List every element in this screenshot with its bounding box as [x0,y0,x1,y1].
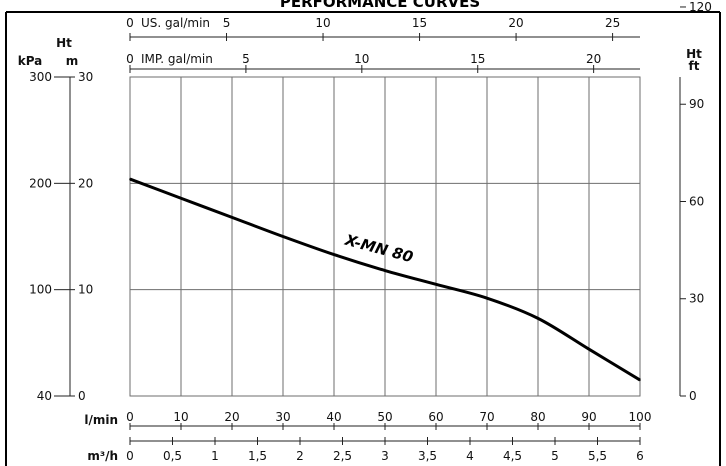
frame-layer [5,11,721,466]
us-gal-tick-label: 15 [412,16,427,30]
series-point [129,178,131,180]
m-tick-label: 30 [78,70,93,84]
m3h-tick-label: 2,5 [333,449,352,463]
series-point [537,317,539,320]
ft-tick-label: 0 [689,389,697,403]
m3h-tick-label: 5,5 [588,449,607,463]
lmin-tick-label: 80 [530,410,545,424]
m-tick-label: 20 [78,176,93,190]
m-axis-group-label: Ht [56,36,72,50]
us-gal-axis-label: US. gal/min [141,16,210,30]
lmin-tick-label: 50 [377,410,392,424]
m-tick-label: 10 [78,283,93,297]
m-tick-label: 0 [78,389,86,403]
m3h-tick-label: 6 [636,449,644,463]
m3h-tick-label: 3 [381,449,389,463]
lmin-tick-label: 20 [224,410,239,424]
m3h-tick-label: 1,5 [248,449,267,463]
us-gal-tick-label: 10 [315,16,330,30]
us-gal-tick-label: 25 [605,16,620,30]
series-point [588,348,590,351]
kpa-tick-label: 300 [29,70,52,84]
lmin-tick-label: 30 [275,410,290,424]
kpa-tick-label: 100 [29,283,52,297]
kpa-tick-label: 40 [37,389,52,403]
m3h-tick-label: 0 [126,449,134,463]
series-point [639,379,641,381]
kpa-axis-label: kPa [18,54,43,68]
us-gal-tick-label: 5 [223,16,231,30]
imp-gal-tick-label: 5 [242,52,250,66]
us-gal-tick-label: 0 [126,16,134,30]
imp-gal-tick-label: 10 [354,52,369,66]
grid-layer [129,76,641,397]
m3h-tick-label: 3,5 [418,449,437,463]
series-point [282,235,284,238]
ft-tick-label: 120 [689,0,712,14]
series-point [435,283,437,286]
chart-title: PERFORMANCE CURVES [280,0,480,11]
lmin-tick-label: 0 [126,410,134,424]
m-axis-label: m [66,54,79,68]
m3h-tick-label: 5 [551,449,559,463]
ft-tick-label: 60 [689,194,704,208]
imp-gal-tick-label: 0 [126,52,134,66]
lmin-tick-label: 70 [479,410,494,424]
series-point [180,197,182,200]
lmin-tick-label: 60 [428,410,443,424]
series-point [231,216,233,219]
series-point [486,297,488,299]
lmin-tick-label: 90 [581,410,596,424]
lmin-axis-label: l/min [84,413,118,427]
m3h-tick-label: 4,5 [503,449,522,463]
m3h-tick-label: 0,5 [163,449,182,463]
kpa-tick-label: 200 [29,176,52,190]
imp-gal-tick-label: 15 [470,52,485,66]
lmin-tick-label: 100 [629,410,652,424]
series-point [333,253,335,256]
m3h-tick-label: 1 [211,449,219,463]
ft-axis-label: ft [689,59,700,73]
imp-gal-axis-label: IMP. gal/min [141,52,213,66]
m3h-axis-label: m³/h [87,449,118,463]
m3h-tick-label: 4 [466,449,474,463]
ft-tick-label: 30 [689,292,704,306]
m3h-tick-label: 2 [296,449,304,463]
lmin-tick-label: 10 [173,410,188,424]
series-point [384,269,386,272]
us-gal-tick-label: 20 [508,16,523,30]
ft-tick-label: 90 [689,97,704,111]
ft-axis-group-label: Ht [686,47,702,61]
lmin-tick-label: 40 [326,410,341,424]
imp-gal-tick-label: 20 [586,52,601,66]
